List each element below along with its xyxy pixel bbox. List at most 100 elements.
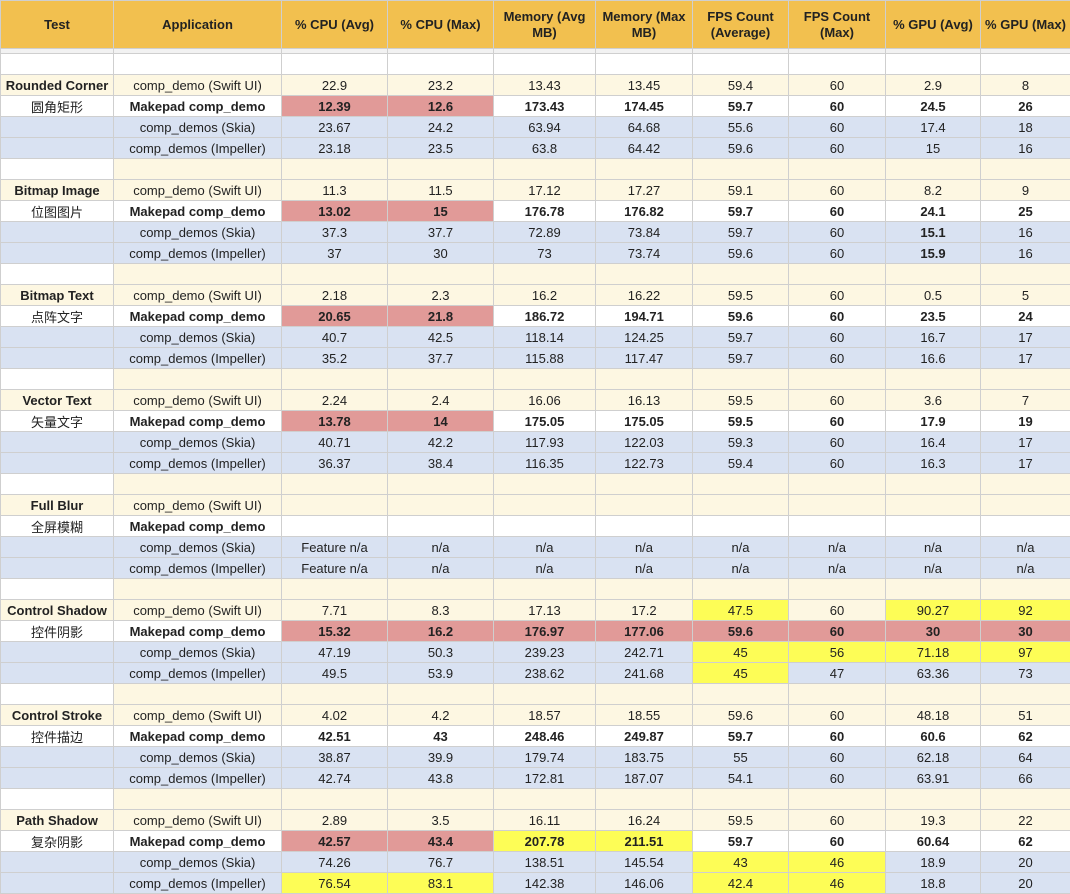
metric-cell: 60 bbox=[789, 222, 886, 243]
metric-cell: 47.5 bbox=[693, 600, 789, 621]
application-name: comp_demos (Impeller) bbox=[114, 453, 282, 474]
metric-cell: 17.27 bbox=[596, 180, 693, 201]
metric-cell bbox=[981, 495, 1070, 516]
metric-cell: 17.12 bbox=[494, 180, 596, 201]
metric-cell: 0.5 bbox=[886, 285, 981, 306]
metric-cell: 59.6 bbox=[693, 306, 789, 327]
metric-cell: 242.71 bbox=[596, 642, 693, 663]
metric-cell: 118.14 bbox=[494, 327, 596, 348]
metric-cell: 20 bbox=[981, 852, 1070, 873]
metric-cell: 117.93 bbox=[494, 432, 596, 453]
metric-cell: 60 bbox=[789, 180, 886, 201]
metric-cell: 40.71 bbox=[282, 432, 388, 453]
metric-cell: 248.46 bbox=[494, 726, 596, 747]
metric-cell: Feature n/a bbox=[282, 558, 388, 579]
metric-cell: 60 bbox=[789, 411, 886, 432]
metric-cell: 45 bbox=[693, 663, 789, 684]
column-header: % CPU (Avg) bbox=[282, 1, 388, 49]
metric-cell: 7 bbox=[981, 390, 1070, 411]
empty-cell bbox=[1, 138, 114, 159]
metric-cell: 42.4 bbox=[693, 873, 789, 894]
application-name: Makepad comp_demo bbox=[114, 201, 282, 222]
application-name: comp_demo (Swift UI) bbox=[114, 495, 282, 516]
test-name: Full Blur bbox=[1, 495, 114, 516]
metric-cell: 45 bbox=[693, 642, 789, 663]
metric-cell: 59.7 bbox=[693, 831, 789, 852]
metric-cell: 59.7 bbox=[693, 327, 789, 348]
application-name: comp_demo (Swift UI) bbox=[114, 390, 282, 411]
metric-cell: 115.88 bbox=[494, 348, 596, 369]
metric-cell: 92 bbox=[981, 600, 1070, 621]
spacer-row bbox=[1, 369, 1070, 390]
metric-cell: 13.45 bbox=[596, 75, 693, 96]
metric-cell: 9 bbox=[981, 180, 1070, 201]
metric-cell: 42.5 bbox=[388, 327, 494, 348]
spacer-row bbox=[1, 264, 1070, 285]
application-name: Makepad comp_demo bbox=[114, 831, 282, 852]
application-name: comp_demo (Swift UI) bbox=[114, 285, 282, 306]
metric-cell: 62.18 bbox=[886, 747, 981, 768]
metric-cell bbox=[886, 495, 981, 516]
metric-cell: 37.7 bbox=[388, 348, 494, 369]
metric-cell: 16.13 bbox=[596, 390, 693, 411]
metric-cell: 249.87 bbox=[596, 726, 693, 747]
metric-cell: 2.3 bbox=[388, 285, 494, 306]
metric-cell: 23.18 bbox=[282, 138, 388, 159]
metric-cell: 73 bbox=[494, 243, 596, 264]
metric-cell: 39.9 bbox=[388, 747, 494, 768]
empty-cell bbox=[1, 663, 114, 684]
metric-cell: 43.4 bbox=[388, 831, 494, 852]
metric-cell: 16 bbox=[981, 243, 1070, 264]
test-name-chinese: 位图图片 bbox=[1, 201, 114, 222]
metric-cell: 76.7 bbox=[388, 852, 494, 873]
spacer-row bbox=[1, 684, 1070, 705]
application-name: Makepad comp_demo bbox=[114, 306, 282, 327]
empty-cell bbox=[1, 432, 114, 453]
metric-cell: 60 bbox=[789, 117, 886, 138]
metric-cell: 55.6 bbox=[693, 117, 789, 138]
metric-cell: 37.7 bbox=[388, 222, 494, 243]
column-header: FPS Count (Average) bbox=[693, 1, 789, 49]
test-name-chinese: 圆角矩形 bbox=[1, 96, 114, 117]
metric-cell: 24.1 bbox=[886, 201, 981, 222]
metric-cell: 30 bbox=[981, 621, 1070, 642]
metric-cell: 16.22 bbox=[596, 285, 693, 306]
metric-cell: 60 bbox=[789, 747, 886, 768]
metric-cell: 21.8 bbox=[388, 306, 494, 327]
metric-cell bbox=[886, 516, 981, 537]
metric-cell: 43 bbox=[693, 852, 789, 873]
application-name: comp_demo (Swift UI) bbox=[114, 705, 282, 726]
metric-cell: 59.7 bbox=[693, 222, 789, 243]
metric-cell: 50.3 bbox=[388, 642, 494, 663]
metric-cell: 73 bbox=[981, 663, 1070, 684]
metric-cell bbox=[693, 516, 789, 537]
test-name: Bitmap Text bbox=[1, 285, 114, 306]
metric-cell: 16 bbox=[981, 222, 1070, 243]
spacer-row bbox=[1, 54, 1070, 75]
metric-cell: 239.23 bbox=[494, 642, 596, 663]
metric-cell: 13.43 bbox=[494, 75, 596, 96]
metric-cell bbox=[596, 495, 693, 516]
metric-cell: 55 bbox=[693, 747, 789, 768]
metric-cell: 18.8 bbox=[886, 873, 981, 894]
metric-cell: 2.9 bbox=[886, 75, 981, 96]
metric-cell: 59.5 bbox=[693, 810, 789, 831]
column-header: Memory (Avg MB) bbox=[494, 1, 596, 49]
metric-cell: 176.78 bbox=[494, 201, 596, 222]
metric-cell: 15.32 bbox=[282, 621, 388, 642]
metric-cell: 19 bbox=[981, 411, 1070, 432]
metric-cell bbox=[388, 516, 494, 537]
metric-cell: 15.9 bbox=[886, 243, 981, 264]
metric-cell: 59.1 bbox=[693, 180, 789, 201]
metric-cell: 73.84 bbox=[596, 222, 693, 243]
test-name-chinese: 全屏模糊 bbox=[1, 516, 114, 537]
